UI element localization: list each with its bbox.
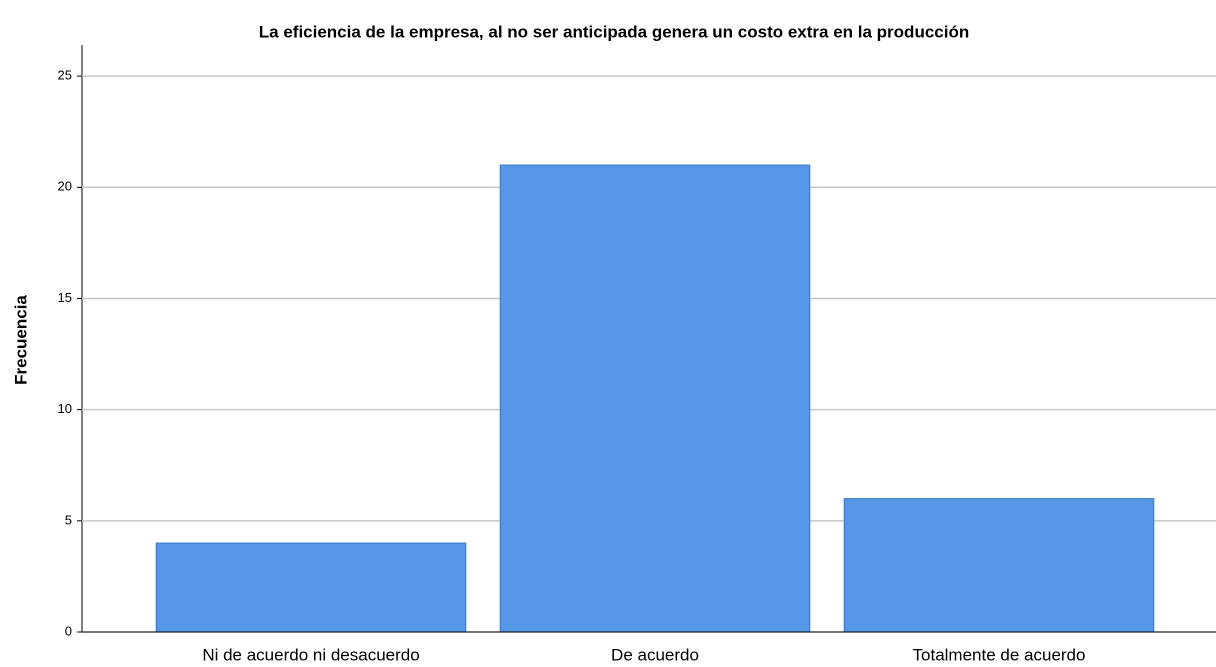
y-tick-label: 20: [58, 179, 72, 194]
y-tick-label: 10: [58, 401, 72, 416]
y-tick-label: 5: [65, 512, 72, 527]
y-axis-label: Frecuencia: [11, 295, 30, 385]
y-tick-label: 0: [65, 623, 72, 638]
y-tick-label: 25: [58, 68, 72, 83]
chart-title: La eficiencia de la empresa, al no ser a…: [259, 22, 969, 41]
y-tick-label: 15: [58, 290, 72, 305]
x-tick-label: De acuerdo: [611, 645, 699, 664]
bar: [499, 164, 811, 633]
x-tick-label: Totalmente de acuerdo: [913, 645, 1086, 664]
bar: [843, 498, 1155, 633]
x-tick-label: Ni de acuerdo ni desacuerdo: [202, 645, 419, 664]
bar: [155, 542, 467, 633]
